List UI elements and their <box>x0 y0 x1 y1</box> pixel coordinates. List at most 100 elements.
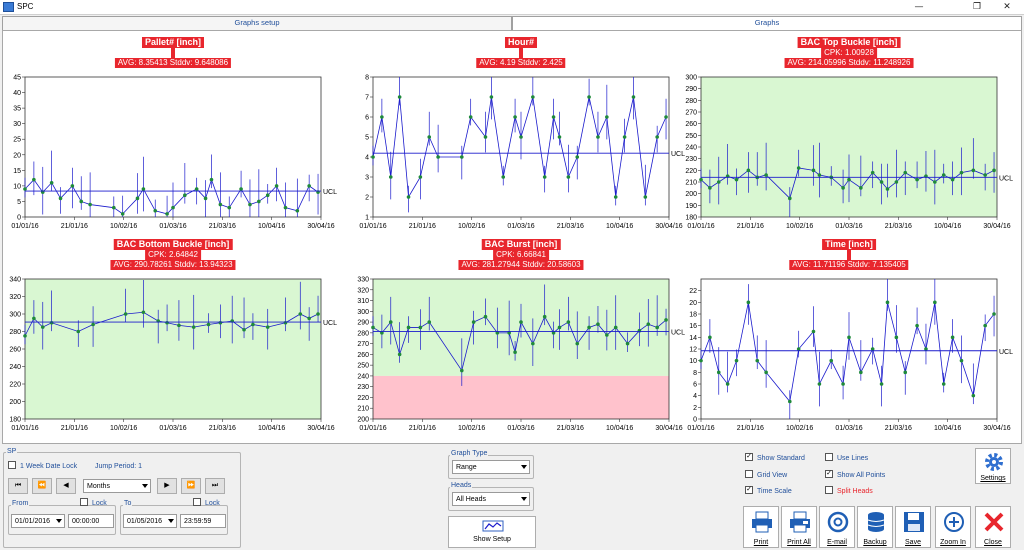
y-tick-label: 180 <box>9 417 21 424</box>
data-point <box>519 135 523 139</box>
week-lock-checkbox[interactable]: 1 Week Date Lock <box>8 461 77 470</box>
data-point <box>460 155 464 159</box>
graph-type-select[interactable]: Range <box>452 460 530 474</box>
spc-chart: 180 200 220 240 260 280 300 320 340 01/01/16 21/01… <box>9 277 337 433</box>
close-window-button[interactable]: ✕ <box>1003 2 1011 12</box>
y-tick-label: 210 <box>685 180 697 187</box>
save-icon <box>904 512 924 532</box>
data-point <box>495 331 500 335</box>
to-date-value: 01/05/2016 <box>127 518 163 525</box>
series-line <box>372 96 667 199</box>
data-point <box>613 195 618 199</box>
to-lock-checkbox[interactable]: Lock <box>193 498 220 507</box>
y-tick-label: 240 <box>9 364 21 371</box>
settings-button[interactable]: Settings <box>975 448 1011 484</box>
chevron-down-icon <box>56 519 62 523</box>
chart-cpk: CPK: 6.66841 <box>493 250 549 260</box>
y-tick-label: 280 <box>685 98 697 105</box>
y-tick-label: 10 <box>13 183 21 190</box>
x-tick-label: 01/03/16 <box>507 425 534 432</box>
data-point <box>859 186 863 190</box>
data-point <box>847 335 851 340</box>
sp-group <box>3 452 241 548</box>
y-tick-label: 250 <box>357 363 369 370</box>
spc-chart: 0 2 4 6 8 10 12 14 16 18 20 22 01/01/16 21/01/16 10/02… <box>687 278 1013 432</box>
zoom-in-button[interactable]: Zoom In <box>935 506 971 548</box>
data-point <box>941 173 946 177</box>
y-tick-label: 270 <box>685 110 697 117</box>
data-point <box>460 368 464 373</box>
heads-select[interactable]: All Heads <box>452 492 530 506</box>
data-point <box>811 168 816 173</box>
close-icon <box>984 512 1004 532</box>
data-point <box>388 320 393 324</box>
y-tick-label: 190 <box>685 203 697 210</box>
time-scale-checkbox[interactable]: ✓ Time Scale <box>745 486 792 495</box>
data-point <box>418 325 423 330</box>
save-button[interactable]: Save <box>895 506 931 548</box>
data-point <box>171 205 175 210</box>
use-lines-label: Use Lines <box>837 454 869 462</box>
backup-button[interactable]: Backup <box>857 506 893 548</box>
next-fast-button[interactable]: ⏩ <box>181 478 201 494</box>
zoom-in-icon <box>944 512 964 532</box>
use-lines-box <box>825 453 833 461</box>
split-heads-box <box>825 486 833 494</box>
chart-stats: AVG: 281.27944 Stddv: 20.58603 <box>458 260 584 270</box>
prev-fast-button[interactable]: ⏪ <box>32 478 52 494</box>
x-tick-label: 01/01/16 <box>11 223 38 230</box>
from-label: From <box>11 500 30 507</box>
data-point <box>625 341 630 346</box>
next-period-button[interactable]: ▶ <box>157 478 177 494</box>
use-lines-checkbox[interactable]: Use Lines <box>825 453 869 462</box>
to-date-input[interactable]: 01/05/2016 <box>123 514 177 528</box>
prev-period-button[interactable]: ◀ <box>56 478 76 494</box>
grid-view-checkbox[interactable]: Grid View <box>745 470 787 479</box>
from-lock-checkbox[interactable]: Lock <box>80 498 107 507</box>
y-tick-label: 230 <box>357 384 369 391</box>
y-tick-label: 0 <box>17 215 21 222</box>
show-all-points-checkbox[interactable]: ✓ Show All Points <box>825 470 885 479</box>
data-point <box>811 329 816 334</box>
from-time-input[interactable]: 00:00:00 <box>68 514 114 528</box>
minimize-button[interactable]: — <box>914 2 924 12</box>
to-time-input[interactable]: 23:59:59 <box>180 514 226 528</box>
from-date-input[interactable]: 01/01/2016 <box>11 514 65 528</box>
tab-graphs-label: Graphs <box>754 18 780 27</box>
data-point <box>283 320 288 325</box>
print-all-button[interactable]: Print All <box>781 506 817 548</box>
data-point <box>879 180 884 184</box>
close-button[interactable]: Close <box>975 506 1011 548</box>
data-point <box>870 170 875 175</box>
time-scale-box: ✓ <box>745 486 753 494</box>
first-period-button[interactable]: ⏮ <box>8 478 28 494</box>
last-period-button[interactable]: ⏭ <box>205 478 225 494</box>
backup-label: Backup <box>863 539 887 546</box>
print-button[interactable]: Print <box>743 506 779 548</box>
period-select[interactable]: Months <box>83 479 151 493</box>
x-tick-label: 01/01/16 <box>687 223 714 230</box>
series-line <box>24 311 319 337</box>
data-point <box>655 325 659 330</box>
x-tick-label: 01/01/16 <box>359 425 386 432</box>
data-point <box>49 180 54 185</box>
email-button[interactable]: E-mail <box>819 506 855 548</box>
y-tick-label: 4 <box>365 155 369 162</box>
show-setup-label: Show Setup <box>473 536 511 543</box>
tab-graphs[interactable]: Graphs <box>512 16 1022 30</box>
tab-graphs-setup[interactable]: Graphs setup <box>2 16 512 30</box>
restore-button[interactable]: ❐ <box>972 2 982 12</box>
y-tick-label: 10 <box>689 358 697 365</box>
show-setup-button[interactable]: Show Setup <box>448 516 536 548</box>
show-standard-checkbox[interactable]: ✓ Show Standard <box>745 453 805 462</box>
data-point <box>209 177 214 182</box>
y-tick-label: 8 <box>693 370 697 377</box>
split-heads-checkbox[interactable]: Split Heads <box>825 486 873 495</box>
data-point <box>764 173 768 177</box>
y-tick-label: 260 <box>685 121 697 128</box>
time-scale-label: Time Scale <box>757 487 792 495</box>
to-label: To <box>123 500 133 507</box>
x-tick-label: 21/03/16 <box>557 425 584 432</box>
y-tick-label: 30 <box>13 121 21 128</box>
data-point <box>903 370 908 375</box>
